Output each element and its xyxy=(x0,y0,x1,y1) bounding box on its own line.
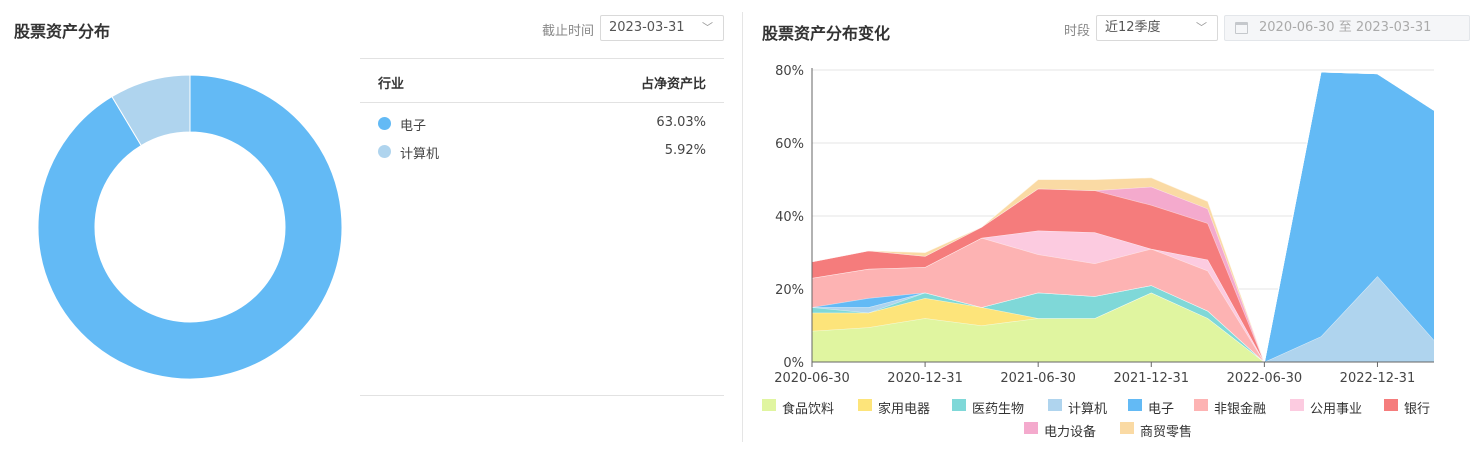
x-tick-label: 2020-12-31 xyxy=(887,371,963,386)
row-color-dot xyxy=(378,145,391,158)
range-end: 2023-03-31 xyxy=(1355,20,1432,35)
area-series-电子[interactable] xyxy=(812,71,1434,362)
y-tick-label: 80% xyxy=(775,64,804,79)
row-industry-name: 电子 xyxy=(400,119,427,134)
table-row: 电子 63.03% xyxy=(360,110,724,138)
x-tick-label: 2020-06-30 xyxy=(774,371,850,386)
donut-chart xyxy=(37,74,343,380)
area-series-非银金融[interactable] xyxy=(812,71,1434,362)
period-label: 时段 xyxy=(1064,24,1091,39)
y-tick-label: 40% xyxy=(775,210,804,225)
row-color-dot xyxy=(378,117,391,130)
period-value: 近12季度 xyxy=(1105,20,1161,35)
x-tick-label: 2022-06-30 xyxy=(1227,371,1303,386)
legend-label: 电力设备 xyxy=(1044,425,1097,440)
area-series-计算机[interactable] xyxy=(812,276,1434,362)
legend-label: 公用事业 xyxy=(1310,402,1363,417)
legend-swatch xyxy=(1048,399,1062,411)
distribution-change-title: 股票资产分布变化 xyxy=(762,24,891,43)
range-separator: 至 xyxy=(1338,20,1352,35)
legend-swatch xyxy=(1024,422,1038,434)
legend-swatch xyxy=(1120,422,1134,434)
range-start: 2020-06-30 xyxy=(1259,20,1335,35)
donut-slice-电子[interactable] xyxy=(37,74,343,380)
x-tick-label: 2022-12-31 xyxy=(1340,371,1416,386)
legend-label: 医药生物 xyxy=(972,402,1025,417)
legend-label: 家用电器 xyxy=(878,402,931,417)
cutoff-date-value: 2023-03-31 xyxy=(609,20,685,35)
legend-swatch xyxy=(952,399,966,411)
chevron-down-icon: ﹀ xyxy=(1196,21,1207,34)
area-series-医药生物[interactable] xyxy=(812,285,1434,362)
date-range-input[interactable]: 2020-06-30 至 2023-03-31 xyxy=(1224,15,1470,41)
col-ratio: 占净资产比 xyxy=(640,77,706,92)
y-tick-label: 0% xyxy=(783,356,804,371)
area-series-银行[interactable] xyxy=(812,71,1434,362)
legend-swatch xyxy=(1194,399,1208,411)
row-ratio-value: 5.92% xyxy=(664,143,706,158)
x-tick-label: 2021-06-30 xyxy=(1000,371,1076,386)
legend-swatch xyxy=(1384,399,1398,411)
area-series-食品饮料[interactable] xyxy=(812,292,1434,362)
legend-label: 食品饮料 xyxy=(782,402,835,417)
row-industry-name: 计算机 xyxy=(400,147,440,162)
industry-table-header: 行业 占净资产比 xyxy=(360,58,724,103)
legend-label: 电子 xyxy=(1148,402,1175,417)
legend-swatch xyxy=(1128,399,1142,411)
table-bottom-border xyxy=(360,395,724,396)
calendar-icon xyxy=(1235,22,1248,34)
row-ratio-value: 63.03% xyxy=(656,115,706,130)
legend-swatch xyxy=(858,399,872,411)
x-tick-label: 2021-12-31 xyxy=(1113,371,1189,386)
donut-slice-计算机[interactable] xyxy=(111,74,191,147)
legend-swatch xyxy=(762,399,776,411)
table-row: 计算机 5.92% xyxy=(360,138,724,166)
chevron-down-icon: ﹀ xyxy=(702,21,713,34)
period-select[interactable]: 近12季度 ﹀ xyxy=(1096,15,1218,41)
col-industry: 行业 xyxy=(378,77,405,92)
legend-label: 计算机 xyxy=(1068,402,1108,417)
y-tick-label: 20% xyxy=(775,283,804,298)
stacked-area-chart: 0% 20% 40% 60% 80% 2020-06-30 2020-12-31 2021-0… xyxy=(774,64,1435,386)
cutoff-date-label: 截止时间 xyxy=(542,24,595,39)
legend-label: 商贸零售 xyxy=(1140,425,1193,440)
legend-label: 非银金融 xyxy=(1214,402,1267,417)
cutoff-date-select[interactable]: 2023-03-31 ﹀ xyxy=(600,15,724,41)
area-series-家用电器[interactable] xyxy=(812,292,1434,362)
legend-label: 银行 xyxy=(1404,402,1431,417)
legend-swatch xyxy=(1290,399,1304,411)
panel-divider xyxy=(742,12,743,442)
y-tick-label: 60% xyxy=(775,137,804,152)
stock-distribution-title: 股票资产分布 xyxy=(14,22,111,41)
area-edge-商贸零售 xyxy=(811,71,1435,364)
